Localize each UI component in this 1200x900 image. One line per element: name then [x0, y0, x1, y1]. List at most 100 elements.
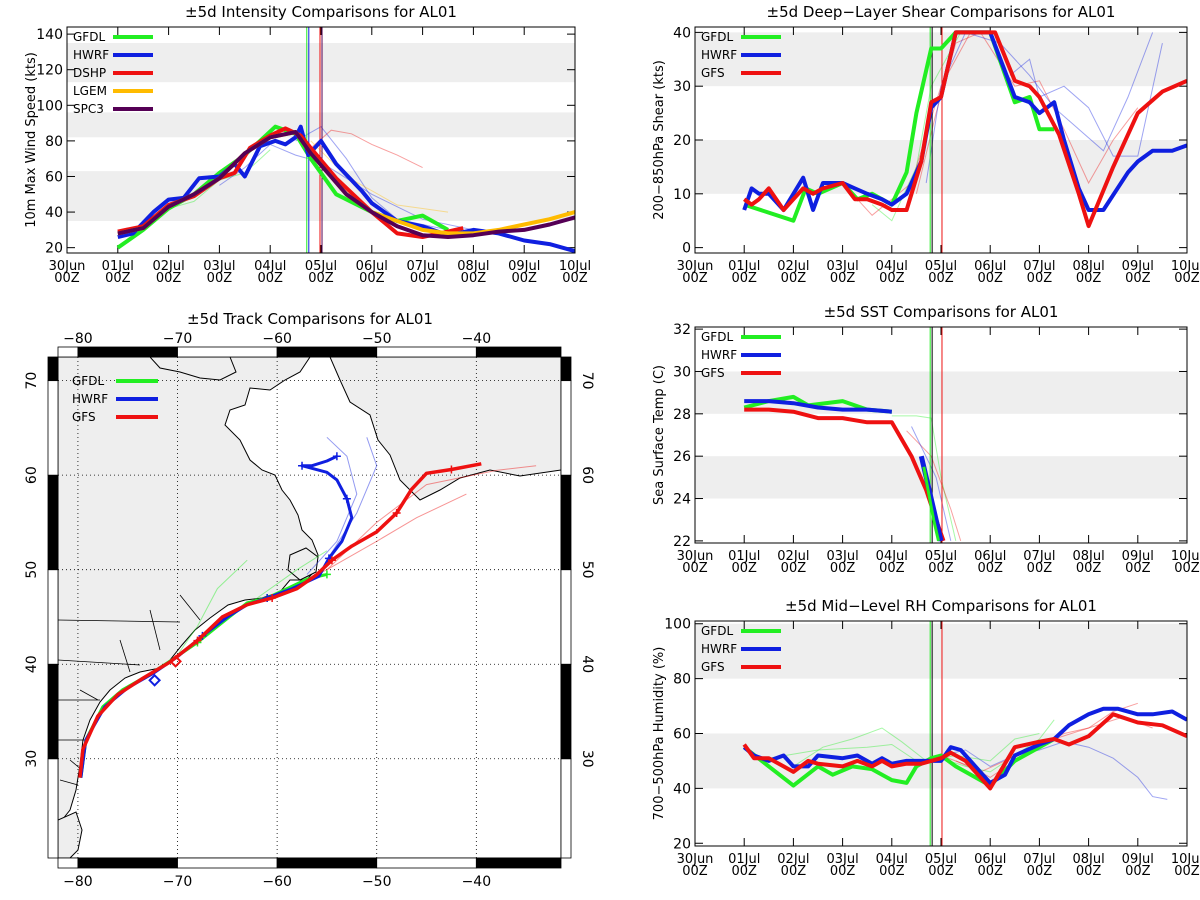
x-tick-label-hour: 00Z — [1076, 271, 1102, 286]
x-tick-label-day: 05Jul — [925, 259, 957, 274]
x-tick-label-hour: 00Z — [1174, 864, 1200, 879]
x-tick-label-day: 30Jun — [677, 259, 714, 274]
y-tick-label: 100 — [36, 98, 63, 114]
x-tick-label-hour: 00Z — [731, 561, 757, 576]
track-marker-hwrf — [342, 494, 351, 503]
x-tick-label-hour: 00Z — [1174, 271, 1200, 286]
legend-label-lgem: LGEM — [73, 84, 107, 98]
faint-ensemble-track — [306, 436, 358, 575]
track-start-marker — [148, 673, 162, 687]
x-tick-label-day: 30Jun — [677, 549, 714, 564]
track-marker-gfs — [327, 556, 336, 565]
x-tick-label-day: 03Jul — [826, 259, 858, 274]
map-lon-label-top: −80 — [63, 331, 93, 347]
map-lon-label-bottom: −40 — [462, 874, 492, 890]
map-lon-label-top: −50 — [362, 331, 392, 347]
map-border-segment — [560, 474, 572, 571]
x-tick-label-hour: 00Z — [562, 271, 588, 286]
x-tick-label-day: 07Jul — [1023, 549, 1055, 564]
series-line-gfs — [743, 30, 1187, 229]
y-tick-label: 80 — [45, 134, 63, 150]
x-tick-label-day: 06Jul — [974, 852, 1006, 867]
x-tick-label-hour: 00Z — [410, 271, 436, 286]
panel-rh: ±5d Mid−Level RH Comparisons for AL01 700… — [652, 597, 1200, 879]
map-border-segment — [47, 569, 59, 665]
map-lat-label-right: 40 — [579, 655, 595, 673]
map-border-segment — [560, 663, 572, 760]
x-tick-label-hour: 00Z — [1174, 561, 1200, 576]
shade-band — [67, 43, 575, 83]
shade-band — [695, 371, 1187, 414]
legend-label-gfs: GFS — [701, 660, 725, 674]
x-tick-label-day: 02Jul — [152, 259, 184, 274]
legend-label-gfdl: GFDL — [73, 30, 105, 44]
x-tick-label-hour: 00Z — [928, 271, 954, 286]
series-line-hwrf — [744, 399, 892, 414]
track-layer — [58, 357, 561, 858]
data-layer — [116, 27, 575, 253]
legend-label-hwrf: HWRF — [73, 48, 109, 62]
map-border-segment — [57, 346, 79, 358]
map-lon-label-bottom: −50 — [362, 874, 392, 890]
x-tick-label-hour: 00Z — [105, 271, 131, 286]
x-tick-label-hour: 00Z — [781, 561, 807, 576]
map-border: −80 −80 −70 −70 −60 −60 −50 −50 −40 −40 30 30 40 40 50… — [24, 331, 595, 890]
x-tick-label-day: 09Jul — [1122, 852, 1154, 867]
y-axis-label: 10m Max Wind Speed (kts) — [24, 52, 39, 228]
x-tick-label-day: 09Jul — [1122, 549, 1154, 564]
legend-label-spc3: SPC3 — [73, 102, 104, 116]
y-tick-label: 24 — [673, 492, 691, 508]
map-lat-label-right: 70 — [579, 372, 595, 390]
x-tick-label-day: 10Jul — [1171, 549, 1200, 564]
faint-ensemble-track — [326, 465, 537, 571]
x-tick-label-hour: 00Z — [781, 864, 807, 879]
faint-ensemble-line — [871, 32, 962, 222]
x-tick-label-hour: 00Z — [54, 271, 80, 286]
x-tick-label-hour: 00Z — [461, 271, 487, 286]
panel-shear: ±5d Deep−Layer Shear Comparisons for AL0… — [652, 3, 1200, 286]
x-tick-label-day: 02Jul — [777, 549, 809, 564]
y-tick-label: 20 — [45, 241, 63, 257]
map-border-segment — [177, 346, 278, 358]
x-tick-label-day: 03Jul — [826, 549, 858, 564]
x-tick-label-hour: 00Z — [781, 271, 807, 286]
x-tick-label-hour: 00Z — [1027, 561, 1053, 576]
track-plot — [58, 357, 561, 858]
panel-track-map: −80 −80 −70 −70 −60 −60 −50 −50 −40 −40 30 30 40 40 50… — [24, 331, 595, 890]
x-tick-label-hour: 00Z — [879, 561, 905, 576]
panel-intensity: ±5d Intensity Comparisons for AL01 10m Ma… — [24, 3, 591, 286]
map-border-segment — [376, 346, 477, 358]
shade-band — [67, 171, 575, 221]
chart-title: ±5d Intensity Comparisons for AL01 — [185, 3, 457, 21]
series-line-gfs — [742, 712, 1187, 791]
y-tick-label: 60 — [673, 727, 691, 743]
map-lat-label-left: 60 — [24, 466, 40, 484]
map-border-segment — [475, 857, 562, 869]
map-border-segment — [560, 380, 572, 476]
map-border-segment — [475, 346, 562, 358]
x-tick-label-hour: 00Z — [682, 561, 708, 576]
faint-ensemble-track — [177, 559, 248, 656]
map-lon-label-top: −60 — [262, 331, 292, 347]
track-marker-gfs — [193, 636, 202, 645]
x-tick-label-day: 04Jul — [254, 259, 286, 274]
land-newfoundland — [287, 547, 319, 581]
map-lat-label-right: 30 — [579, 750, 595, 768]
panel-sst: ±5d SST Comparisons for AL01 Sea Surface … — [652, 303, 1200, 576]
x-tick-label-day: 08Jul — [457, 259, 489, 274]
y-tick-label: 30 — [673, 364, 691, 380]
map-border-segment — [276, 857, 378, 869]
x-tick-label-day: 04Jul — [876, 259, 908, 274]
chart-title: ±5d Deep−Layer Shear Comparisons for AL0… — [767, 3, 1116, 21]
y-tick-label: 32 — [673, 322, 691, 338]
x-tick-label-hour: 00Z — [1076, 864, 1102, 879]
legend-label-hwrf: HWRF — [701, 348, 737, 362]
map-lon-label-bottom: −60 — [262, 874, 292, 890]
map-border-segment — [47, 380, 59, 476]
x-tick-label-day: 10Jul — [1171, 259, 1200, 274]
y-tick-label: 30 — [673, 79, 691, 95]
legend-label-hwrf: HWRF — [701, 642, 737, 656]
map-border-segment — [47, 663, 59, 760]
series-line-spc3 — [117, 130, 575, 239]
y-tick-label: 40 — [673, 25, 691, 41]
